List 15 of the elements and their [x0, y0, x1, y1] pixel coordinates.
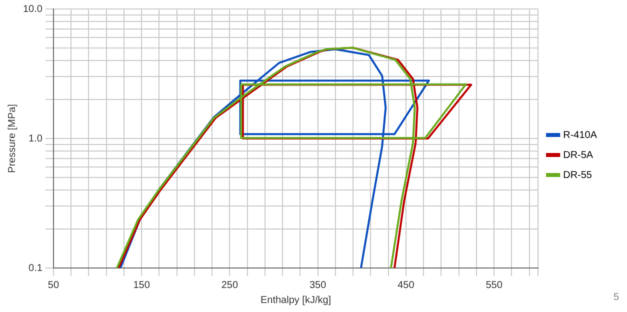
text: 5 — [613, 292, 620, 303]
y-axis-title: Pressure [MPa] — [6, 104, 18, 173]
y-tick-label: 0.1 — [28, 262, 43, 274]
legend-label: DR-55 — [563, 170, 592, 181]
x-tick-label: 350 — [309, 280, 327, 291]
legend-label: DR-5A — [563, 150, 594, 161]
x-tick-label: 250 — [221, 280, 238, 291]
x-axis-title: Enthalpy [kJ/kg] — [260, 294, 332, 306]
y-tick-label: 1.0 — [28, 133, 43, 144]
x-tick-label: 550 — [486, 280, 503, 291]
y-tick-label: 10.0 — [22, 4, 43, 15]
legend-label: R-410A — [563, 130, 598, 141]
x-tick-label: 450 — [398, 280, 415, 291]
x-tick-label: 50 — [48, 280, 60, 291]
x-tick-label: 150 — [133, 280, 150, 291]
